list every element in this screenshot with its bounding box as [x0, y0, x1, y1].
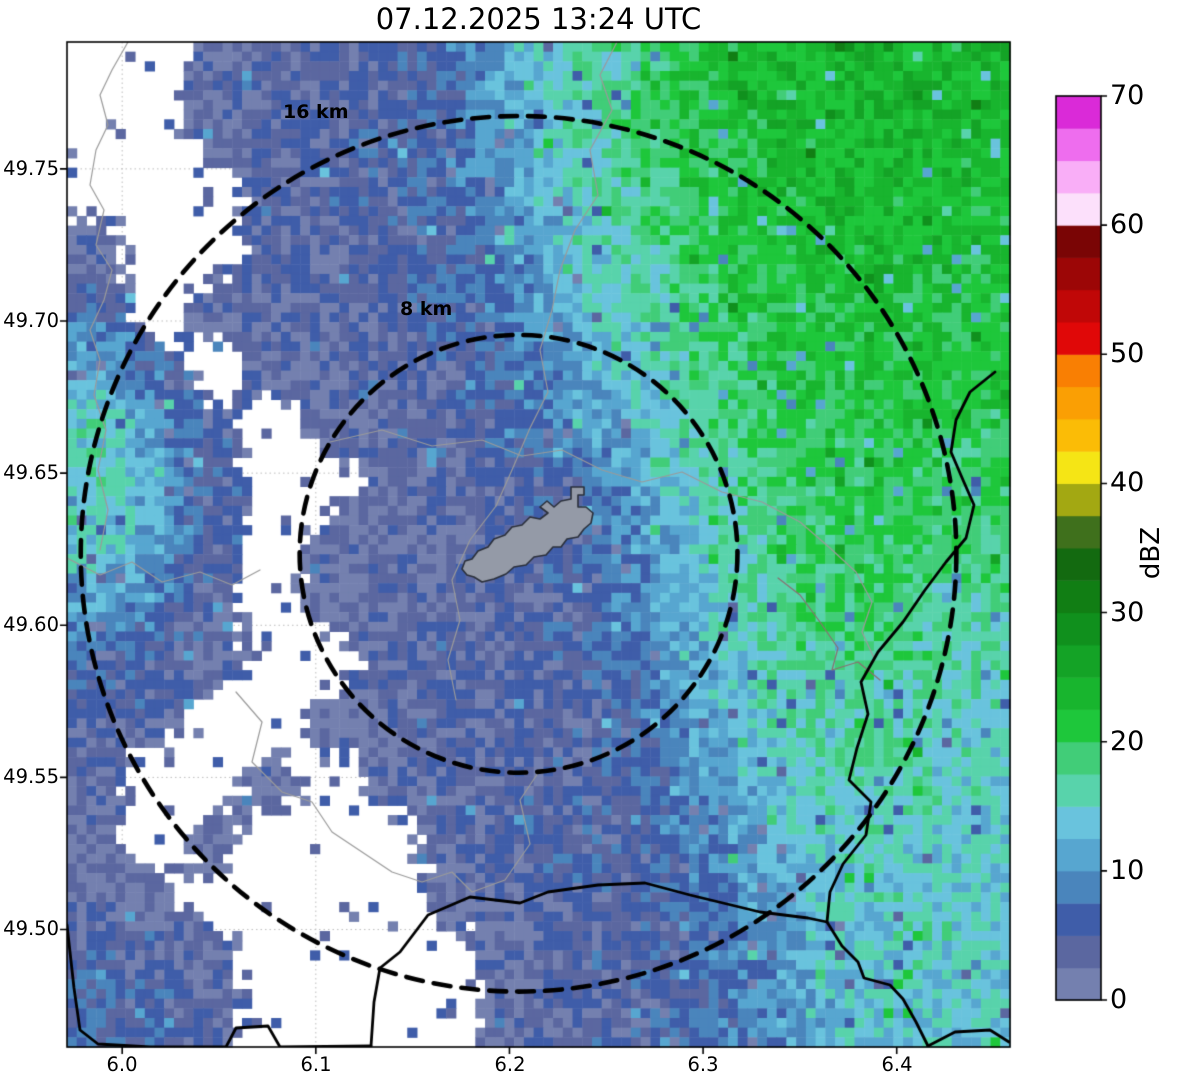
x-tick-label: 6.1 [300, 1053, 332, 1076]
y-tick-label: 49.60 [3, 613, 59, 636]
colorbar-axis-label: dBZ [1136, 526, 1166, 580]
colorbar-tick-label: 40 [1110, 467, 1145, 498]
colorbar-tick-label: 20 [1110, 726, 1145, 757]
y-tick-label: 49.50 [3, 917, 59, 940]
colorbar-tick-label: 70 [1110, 80, 1145, 111]
colorbar-tick-label: 10 [1110, 855, 1145, 886]
range-ring-label-8km: 8 km [400, 298, 453, 320]
figure-title: 07.12.2025 13:24 UTC [375, 2, 702, 36]
range-ring-label-16km: 16 km [283, 101, 349, 123]
colorbar-tick-label: 50 [1110, 338, 1145, 369]
y-tick-label: 49.70 [3, 309, 59, 332]
y-tick-label: 49.75 [3, 157, 59, 180]
colorbar-tick-label: 60 [1110, 209, 1145, 240]
y-tick-label: 49.55 [3, 765, 59, 788]
x-tick-label: 6.4 [881, 1053, 913, 1076]
colorbar-tick-label: 0 [1110, 984, 1128, 1015]
colorbar-tick-label: 30 [1110, 597, 1145, 628]
x-tick-label: 6.3 [687, 1053, 719, 1076]
y-tick-label: 49.65 [3, 461, 59, 484]
x-tick-label: 6.0 [106, 1053, 138, 1076]
x-tick-label: 6.2 [494, 1053, 526, 1076]
